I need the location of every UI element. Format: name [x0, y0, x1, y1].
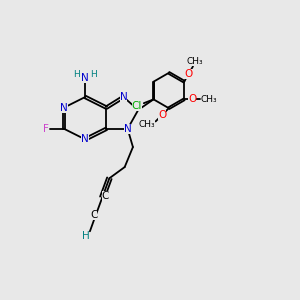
Text: CH₃: CH₃: [186, 57, 203, 66]
Text: N: N: [60, 103, 68, 112]
Text: Cl: Cl: [132, 101, 142, 111]
Text: N: N: [81, 134, 89, 144]
Text: H: H: [82, 231, 89, 241]
Text: N: N: [81, 73, 89, 83]
Text: C: C: [102, 191, 109, 201]
Text: CH₃: CH₃: [201, 95, 218, 104]
Text: H: H: [90, 70, 97, 79]
Text: CH₃: CH₃: [138, 121, 155, 130]
Text: H: H: [74, 70, 80, 79]
Text: O: O: [158, 110, 166, 120]
Text: O: O: [188, 94, 196, 104]
Text: F: F: [43, 124, 48, 134]
Text: O: O: [184, 69, 193, 79]
Text: C: C: [90, 210, 98, 220]
Text: N: N: [120, 92, 128, 102]
Text: N: N: [124, 124, 131, 134]
